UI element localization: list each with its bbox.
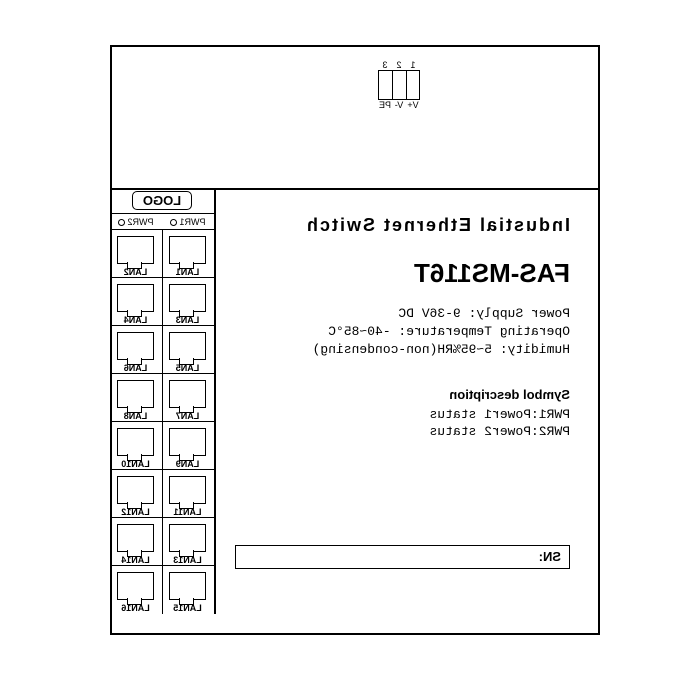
symbol-pwr2: PWR2:Power2 status	[235, 423, 570, 440]
term-vplus: V+	[406, 100, 420, 110]
product-title: Industial Ethernet Switch	[235, 215, 570, 236]
pwr1-led-icon	[171, 219, 178, 226]
lan-grid: LAN1LAN2 LAN3LAN4 LAN5LAN6 LAN7LAN8 LAN9…	[110, 230, 214, 614]
info-block: Industial Ethernet Switch FAS-MS116T Pow…	[235, 215, 570, 440]
lan15: LAN15	[162, 566, 214, 614]
sn-label: SN:	[539, 549, 561, 564]
symbol-pwr1: PWR1:Power1 status	[235, 406, 570, 423]
lan1: LAN1	[162, 230, 214, 278]
lan11-label: LAN11	[161, 507, 214, 517]
rj45-icon	[117, 476, 154, 504]
terminal-block: 1 2 3 V+ V- PE	[378, 60, 420, 112]
lan3: LAN3	[162, 278, 214, 326]
port-panel: LOGO PWR1 PWR2 LAN1LAN2 LAN3LAN4 LAN5LAN…	[110, 188, 216, 614]
rj45-icon	[169, 572, 206, 600]
lan10-label: LAN10	[109, 459, 162, 469]
rj45-icon	[117, 524, 154, 552]
rj45-icon	[169, 380, 206, 408]
lan6-label: LAN6	[109, 363, 162, 373]
model-number: FAS-MS116T	[235, 258, 570, 289]
lan6: LAN6	[110, 326, 162, 374]
lan11: LAN11	[162, 470, 214, 518]
lan5: LAN5	[162, 326, 214, 374]
spec-temp: Operating Temperature: -40~85°C	[235, 323, 570, 341]
pwr2-label: PWR2	[128, 217, 154, 227]
logo-box: LOGO	[110, 188, 214, 214]
rj45-icon	[117, 284, 154, 312]
rj45-icon	[169, 236, 206, 264]
lan12: LAN12	[110, 470, 162, 518]
term-pe: PE	[378, 100, 392, 110]
lan2-label: LAN2	[109, 267, 162, 277]
lan4: LAN4	[110, 278, 162, 326]
rj45-icon	[169, 428, 206, 456]
rj45-icon	[117, 428, 154, 456]
lan14-label: LAN14	[109, 555, 162, 565]
lan12-label: LAN12	[109, 507, 162, 517]
symbol-heading: Symbol description	[235, 387, 570, 402]
logo-text: LOGO	[132, 191, 192, 210]
lan8-label: LAN8	[109, 411, 162, 421]
pwr2-led-icon	[119, 219, 126, 226]
terminal-cells	[378, 70, 420, 100]
spec-power: Power Supply: 9-36V DC	[235, 305, 570, 323]
lan14: LAN14	[110, 518, 162, 566]
lan8: LAN8	[110, 374, 162, 422]
lan16-label: LAN16	[109, 603, 162, 613]
term-num-3: 3	[378, 60, 392, 70]
rj45-icon	[117, 332, 154, 360]
lan7-label: LAN7	[161, 411, 214, 421]
pwr1-label: PWR1	[180, 217, 206, 227]
lan1-label: LAN1	[161, 267, 214, 277]
term-num-1: 1	[406, 60, 420, 70]
lan7: LAN7	[162, 374, 214, 422]
lan4-label: LAN4	[109, 315, 162, 325]
lan2: LAN2	[110, 230, 162, 278]
lan13: LAN13	[162, 518, 214, 566]
lan5-label: LAN5	[161, 363, 214, 373]
rj45-icon	[169, 524, 206, 552]
rj45-icon	[169, 476, 206, 504]
rj45-icon	[117, 380, 154, 408]
rj45-icon	[117, 236, 154, 264]
spec-humidity: Humidity: 5~95%RH(non-condensing)	[235, 341, 570, 359]
lan9: LAN9	[162, 422, 214, 470]
rj45-icon	[169, 284, 206, 312]
lan13-label: LAN13	[161, 555, 214, 565]
term-vminus: V-	[392, 100, 406, 110]
lan3-label: LAN3	[161, 315, 214, 325]
rj45-icon	[169, 332, 206, 360]
lan15-label: LAN15	[161, 603, 214, 613]
lan16: LAN16	[110, 566, 162, 614]
rj45-icon	[117, 572, 154, 600]
term-num-2: 2	[392, 60, 406, 70]
sn-box: SN:	[235, 545, 570, 569]
lan9-label: LAN9	[161, 459, 214, 469]
lan10: LAN10	[110, 422, 162, 470]
pwr-row: PWR1 PWR2	[110, 214, 214, 230]
